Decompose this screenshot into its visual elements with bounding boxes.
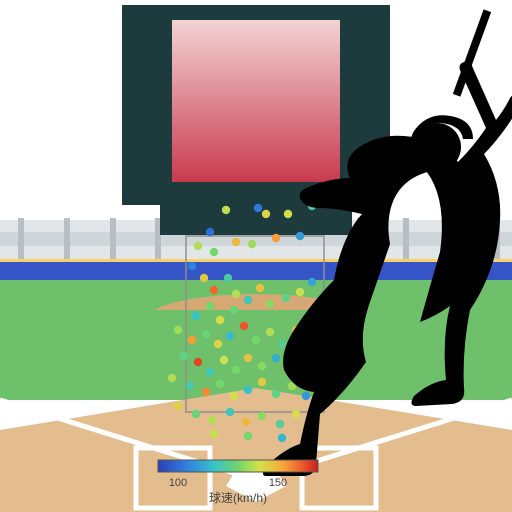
pitch-point [272, 354, 280, 362]
pitch-location-chart: 100 150球速(km/h) [0, 0, 512, 512]
legend-tick: 150 [269, 477, 287, 489]
pitch-point [226, 408, 234, 416]
pitch-point [202, 388, 210, 396]
pitch-point [210, 248, 218, 256]
stands-pillar [18, 218, 24, 262]
pitch-point [252, 336, 260, 344]
pitch-point [254, 204, 262, 212]
pitch-point [266, 300, 274, 308]
pitch-point [214, 340, 222, 348]
pitch-point [210, 286, 218, 294]
pitch-point [292, 410, 300, 418]
pitch-point [262, 210, 270, 218]
pitch-point [258, 362, 266, 370]
pitch-point [272, 390, 280, 398]
pitch-point [174, 326, 182, 334]
pitch-point [220, 356, 228, 364]
pitch-point [276, 420, 284, 428]
pitch-point [186, 382, 194, 390]
pitch-point [224, 274, 232, 282]
pitch-point [256, 284, 264, 292]
pitch-point [216, 380, 224, 388]
pitch-point [206, 302, 214, 310]
pitch-point [278, 434, 286, 442]
pitch-point [206, 228, 214, 236]
wall-topband [0, 259, 512, 262]
stands-pillar [403, 218, 409, 262]
pitch-point [302, 392, 310, 400]
pitch-point [232, 366, 240, 374]
pitch-point [194, 358, 202, 366]
pitch-point [230, 306, 238, 314]
pitch-point [258, 378, 266, 386]
pitch-point [284, 210, 292, 218]
pitch-point [222, 206, 230, 214]
pitch-point [266, 328, 274, 336]
pitch-point [216, 316, 224, 324]
pitch-point [208, 416, 216, 424]
pitch-point [174, 402, 182, 410]
pitch-point [296, 288, 304, 296]
pitch-point [232, 238, 240, 246]
pitch-point [192, 312, 200, 320]
pitch-point [188, 262, 196, 270]
legend-label: 球速(km/h) [209, 491, 267, 505]
pitch-point [168, 374, 176, 382]
pitch-point [232, 290, 240, 298]
stands-pillar [110, 218, 116, 262]
pitch-point [202, 330, 210, 338]
pitch-point [244, 296, 252, 304]
pitch-point [240, 322, 248, 330]
pitch-point [244, 386, 252, 394]
pitch-point [258, 412, 266, 420]
pitch-point [278, 340, 286, 348]
pitch-point [244, 354, 252, 362]
pitch-point [230, 392, 238, 400]
pitch-point [200, 274, 208, 282]
legend-colorbar [158, 460, 318, 472]
pitch-point [192, 410, 200, 418]
pitch-point [282, 294, 290, 302]
pitch-point [296, 232, 304, 240]
scoreboard-screen [172, 20, 340, 182]
legend-tick: 100 [169, 477, 187, 489]
pitch-point [210, 430, 218, 438]
pitch-point [242, 418, 250, 426]
pitch-point [206, 368, 214, 376]
pitch-point [248, 240, 256, 248]
pitch-point [188, 336, 196, 344]
pitch-point [244, 432, 252, 440]
pitch-point [194, 242, 202, 250]
pitch-point [308, 278, 316, 286]
stands-pillar [64, 218, 70, 262]
pitch-point [180, 352, 188, 360]
pitch-point [272, 234, 280, 242]
pitch-point [226, 332, 234, 340]
